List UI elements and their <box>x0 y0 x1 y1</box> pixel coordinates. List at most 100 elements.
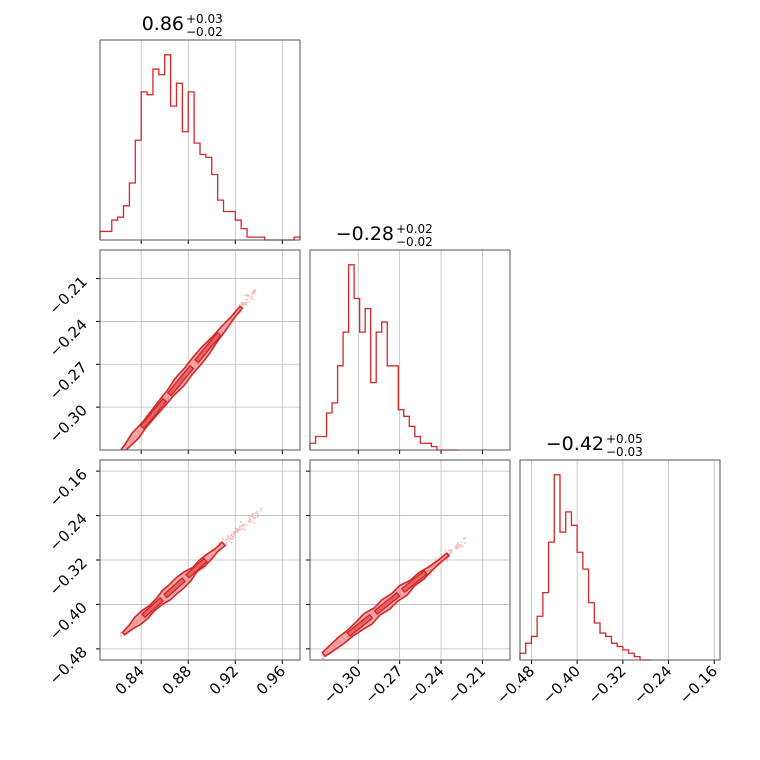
x-tick-label: −0.48 <box>493 662 538 707</box>
x-tick-label: −0.21 <box>444 662 489 707</box>
sample-point <box>117 457 119 459</box>
sample-point <box>346 627 349 629</box>
sample-point <box>321 657 323 660</box>
sample-point <box>244 294 247 297</box>
posterior-samples <box>114 289 257 468</box>
panel-title-lower-error: −0.02 <box>186 25 223 39</box>
sample-point <box>250 295 253 298</box>
sample-point <box>454 547 457 549</box>
sample-point <box>249 518 252 521</box>
sample-point <box>246 294 249 296</box>
sample-point <box>256 513 259 515</box>
sample-point <box>248 300 251 303</box>
scatter-p2-p3-panel: −0.30−0.27−0.24−0.21 <box>306 459 511 707</box>
y-tick-label: −0.21 <box>46 273 91 318</box>
sample-point <box>226 537 229 540</box>
sample-point <box>227 540 230 543</box>
sample-point <box>321 653 323 656</box>
sample-point <box>115 466 117 468</box>
sample-point <box>229 538 232 540</box>
sample-point <box>461 545 464 548</box>
panel-frame <box>99 249 301 451</box>
x-tick-label: −0.16 <box>676 662 721 707</box>
sample-point <box>260 509 262 512</box>
panel-frame <box>309 249 511 451</box>
sample-point <box>239 520 242 523</box>
sample-point <box>249 297 252 299</box>
sample-point <box>242 302 245 305</box>
panel-title-upper-error: +0.03 <box>186 12 223 26</box>
hist-p3-panel: −0.48 −0.40 −0.32 −0.24 −0.16 −0.42 +0.05−0.03 <box>493 432 721 707</box>
sample-point <box>234 533 236 536</box>
contour-inner <box>139 397 168 430</box>
x-tick-label: −0.24 <box>403 662 448 707</box>
sample-point <box>432 569 435 572</box>
panel-frame <box>309 459 511 661</box>
x-tick-label: 0.96 <box>253 662 289 698</box>
y-tick-label: −0.27 <box>46 358 91 403</box>
sample-point <box>117 457 119 459</box>
contour-inner <box>373 591 401 616</box>
sample-point <box>451 549 454 552</box>
sample-point <box>249 515 252 517</box>
x-tick-label: −0.30 <box>320 662 365 707</box>
sample-point <box>230 541 233 544</box>
sample-point <box>242 527 244 530</box>
sample-point <box>248 517 251 520</box>
y-tick-label: −0.24 <box>46 510 91 555</box>
sample-point <box>450 552 453 554</box>
sample-point <box>115 462 117 464</box>
sample-point <box>260 507 263 510</box>
panel-frame <box>99 459 301 661</box>
sample-point <box>459 544 462 547</box>
x-tick-label: −0.24 <box>630 662 675 707</box>
sample-point <box>253 289 256 292</box>
sample-point <box>232 530 235 533</box>
sample-point <box>244 528 247 531</box>
hist-p1-panel: 0.86 +0.03−0.02 <box>99 12 301 244</box>
x-tick-label: 0.84 <box>112 662 148 698</box>
sample-point <box>252 512 255 515</box>
panel-title-lower-error: −0.02 <box>396 235 433 249</box>
y-tick-label: −0.32 <box>46 554 91 599</box>
sample-point <box>251 290 254 293</box>
sample-point <box>256 516 259 518</box>
sample-point <box>457 544 460 546</box>
y-tick-label: −0.40 <box>46 599 91 644</box>
posterior-samples <box>321 536 467 660</box>
scatter-p1-p3-panel: 0.84 0.88 0.92 0.96 −0.16−0.24−0.32−0.40−0.4… <box>46 459 301 698</box>
sample-point <box>254 517 256 520</box>
x-tick-label: −0.32 <box>584 662 629 707</box>
sample-point <box>429 573 432 576</box>
sample-point <box>251 298 254 300</box>
sample-point <box>245 524 248 526</box>
panel-frame <box>99 39 301 241</box>
scatter-p1-p2-panel: −0.21−0.24−0.27−0.30 <box>46 249 301 468</box>
sample-point <box>444 549 447 552</box>
y-tick-label: −0.48 <box>46 643 91 688</box>
sample-point <box>253 521 255 524</box>
sample-point <box>246 298 248 301</box>
sample-point <box>446 560 449 563</box>
sample-point <box>449 550 452 553</box>
y-tick-label: −0.24 <box>46 316 91 361</box>
sample-point <box>232 321 235 324</box>
sample-point <box>322 655 325 658</box>
sample-point <box>335 636 337 639</box>
panel-title-value: 0.86 <box>142 13 184 35</box>
sample-point <box>114 454 116 456</box>
y-tick-label: −0.30 <box>46 401 91 446</box>
sample-point <box>248 294 250 297</box>
sample-point <box>460 541 463 544</box>
sample-point <box>464 542 466 544</box>
x-tick-label: 0.92 <box>206 662 242 698</box>
contour-inner <box>166 364 195 397</box>
sample-point <box>248 521 251 523</box>
contour-inner <box>163 577 186 599</box>
sample-point <box>250 520 253 523</box>
sample-point <box>235 528 238 530</box>
sample-point <box>240 301 243 304</box>
sample-point <box>221 538 224 541</box>
x-tick-label: −0.27 <box>361 662 406 707</box>
sample-point <box>240 528 243 531</box>
